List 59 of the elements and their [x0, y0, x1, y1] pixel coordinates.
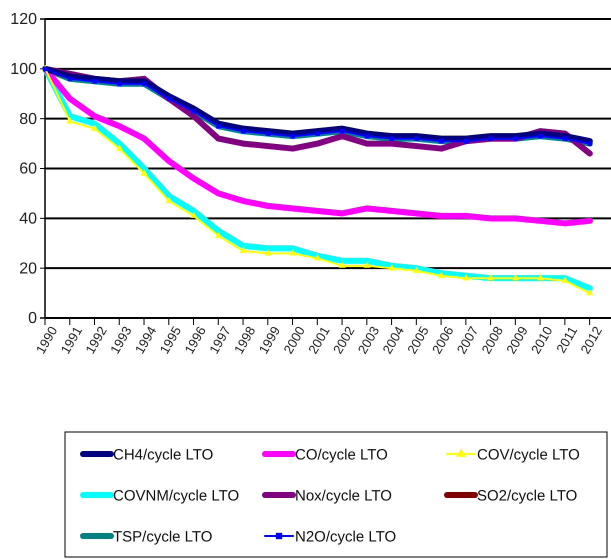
point: [266, 131, 270, 136]
point: [191, 108, 196, 114]
legend-label: COVNM/cycle LTO: [113, 487, 240, 504]
point: [536, 274, 544, 280]
point: [92, 78, 98, 84]
point: [289, 249, 296, 256]
point: [66, 117, 74, 124]
point: [512, 274, 520, 280]
point: [290, 134, 296, 138]
point: [240, 128, 246, 134]
point: [586, 288, 594, 296]
point: [462, 274, 470, 280]
point: [363, 262, 371, 268]
point: [91, 124, 98, 131]
point: [264, 249, 272, 256]
y-tick-label: 60: [19, 160, 38, 178]
point: [68, 76, 72, 82]
point: [538, 134, 543, 138]
legend-label: CH4/cycle LTO: [113, 446, 214, 464]
point: [216, 124, 221, 128]
legend-label: CO/cycle LTO: [295, 446, 388, 464]
point: [438, 272, 445, 278]
point: [117, 81, 122, 86]
point: [414, 136, 419, 141]
point: [488, 136, 494, 141]
legend-label: COV/cycle LTO: [477, 446, 580, 464]
y-tick-label: 20: [19, 260, 38, 278]
point: [142, 81, 147, 86]
point: [389, 136, 394, 141]
legend-label: N2O/cycle LTO: [295, 528, 396, 546]
point: [364, 134, 370, 138]
y-tick-label: 40: [19, 210, 38, 228]
legend-label: SO2/cycle LTO: [477, 487, 578, 504]
point: [388, 264, 396, 270]
y-tick-label: 80: [19, 110, 38, 128]
legend-label: Nox/cycle LTO: [295, 487, 392, 504]
y-tick-label: 0: [28, 310, 38, 328]
point: [240, 246, 247, 253]
point: [314, 254, 322, 260]
point: [214, 232, 222, 238]
point: [412, 266, 420, 273]
point: [165, 196, 173, 203]
point: [587, 141, 592, 146]
y-tick-label: 100: [10, 60, 38, 78]
y-tick-label: 120: [10, 11, 38, 28]
point: [116, 144, 124, 151]
point: [190, 212, 198, 218]
point: [513, 136, 518, 141]
point: [315, 131, 320, 136]
point: [166, 96, 172, 102]
point: [464, 138, 468, 144]
point: [487, 274, 494, 280]
point: [561, 276, 569, 283]
point: [140, 169, 148, 176]
point: [340, 128, 345, 134]
point: [562, 136, 568, 141]
point: [438, 138, 444, 144]
point: [338, 262, 346, 268]
legend-label: TSP/cycle LTO: [113, 528, 212, 546]
